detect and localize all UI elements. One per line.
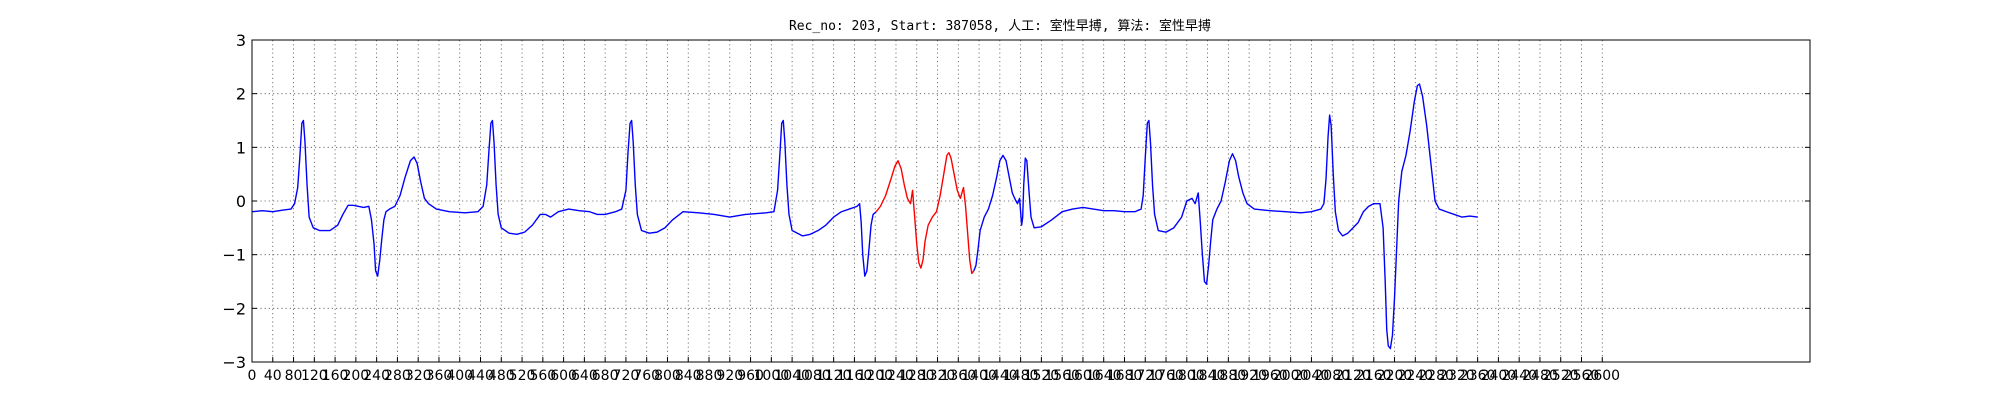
x-tick-label: 1000 <box>754 368 790 384</box>
x-tick-label: 2000 <box>1273 368 1309 384</box>
x-tick-label: 2280 <box>1418 368 1454 384</box>
x-tick-label: 440 <box>467 368 494 384</box>
x-tick-label: 1560 <box>1044 368 1080 384</box>
x-tick-label: 680 <box>592 368 619 384</box>
x-tick-label: 120 <box>301 368 328 384</box>
x-tick-label: 360 <box>426 368 453 384</box>
x-tick-label: 2560 <box>1564 368 1600 384</box>
chart-title: Rec_no: 203, Start: 387058, 人工: 室性早搏, 算法… <box>789 18 1211 34</box>
x-tick-label: 880 <box>696 368 723 384</box>
x-tick-label: 2040 <box>1294 368 1330 384</box>
x-tick-label: 720 <box>613 368 640 384</box>
y-tick-label: 1 <box>236 138 246 157</box>
x-tick-label: 960 <box>737 368 764 384</box>
x-tick-label: 1880 <box>1211 368 1247 384</box>
x-tick-label: 2160 <box>1356 368 1392 384</box>
y-tick-label: −1 <box>222 246 246 265</box>
y-tick-label: 3 <box>236 31 246 50</box>
x-tick-label: 1200 <box>857 368 893 384</box>
ecg-trace <box>251 83 1478 350</box>
y-tick-label: −2 <box>222 299 246 318</box>
x-tick-label: 1240 <box>878 368 914 384</box>
ecg-segment-line <box>251 119 877 277</box>
x-tick-label: 800 <box>654 368 681 384</box>
x-tick-label: 1680 <box>1107 368 1143 384</box>
plot-area-frame <box>251 39 1811 363</box>
x-tick-label: 280 <box>384 368 411 384</box>
x-tick-label: 1840 <box>1190 368 1226 384</box>
x-tick-label: 480 <box>488 368 515 384</box>
x-tick-label: 1040 <box>774 368 810 384</box>
x-tick-label: 1440 <box>982 368 1018 384</box>
ecg-segment-line <box>973 83 1478 350</box>
x-tick-label: 2080 <box>1314 368 1350 384</box>
x-tick-label: 1080 <box>795 368 831 384</box>
x-tick-label: 2400 <box>1481 368 1517 384</box>
x-tick-label: 2200 <box>1377 368 1413 384</box>
x-tick-label: 840 <box>675 368 702 384</box>
x-tick-label: 1640 <box>1086 368 1122 384</box>
x-tick-label: 2120 <box>1335 368 1371 384</box>
x-tick-label: 0 <box>248 368 257 384</box>
x-tick-label: 600 <box>550 368 577 384</box>
x-tick-label: 2600 <box>1584 368 1620 384</box>
x-tick-label: 1720 <box>1127 368 1163 384</box>
x-tick-label: 1520 <box>1024 368 1060 384</box>
x-axis: 0 40 8012016020024028032036040044048052056… <box>248 357 1620 384</box>
x-tick-label: 1280 <box>899 368 935 384</box>
x-tick-label: 1920 <box>1231 368 1267 384</box>
x-tick-label: 1360 <box>940 368 976 384</box>
x-tick-label: 1320 <box>920 368 956 384</box>
x-tick-label: 1400 <box>961 368 997 384</box>
x-tick-label: 1760 <box>1148 368 1184 384</box>
x-tick-label: 240 <box>363 368 390 384</box>
highlighted-segment-line <box>875 152 975 275</box>
x-tick-label: 40 <box>264 368 282 384</box>
x-tick-label: 400 <box>446 368 473 384</box>
x-tick-label: 2480 <box>1522 368 1558 384</box>
grid <box>252 40 1810 362</box>
x-tick-label: 640 <box>571 368 598 384</box>
y-tick-label: 2 <box>236 85 246 104</box>
x-tick-label: 1960 <box>1252 368 1288 384</box>
x-tick-label: 1480 <box>1003 368 1039 384</box>
x-tick-label: 1600 <box>1065 368 1101 384</box>
x-tick-label: 320 <box>405 368 432 384</box>
x-tick-label: 760 <box>633 368 660 384</box>
x-tick-label: 2360 <box>1460 368 1496 384</box>
x-tick-label: 520 <box>509 368 536 384</box>
x-tick-label: 2440 <box>1501 368 1537 384</box>
x-tick-label: 1800 <box>1169 368 1205 384</box>
y-tick-label: 0 <box>236 192 246 211</box>
y-tick-label: −3 <box>222 353 246 372</box>
x-tick-label: 1120 <box>816 368 852 384</box>
x-tick-label: 160 <box>322 368 349 384</box>
x-tick-label: 2320 <box>1439 368 1475 384</box>
x-tick-label: 920 <box>716 368 743 384</box>
x-tick-label: 200 <box>342 368 369 384</box>
y-axis: −3 −2 −1 0 1 2 3 <box>222 31 1810 372</box>
x-tick-label: 2240 <box>1397 368 1433 384</box>
x-tick-label: 1160 <box>837 368 873 384</box>
x-tick-label: 560 <box>529 368 556 384</box>
x-tick-label: 2520 <box>1543 368 1579 384</box>
x-tick-label: 80 <box>285 368 303 384</box>
